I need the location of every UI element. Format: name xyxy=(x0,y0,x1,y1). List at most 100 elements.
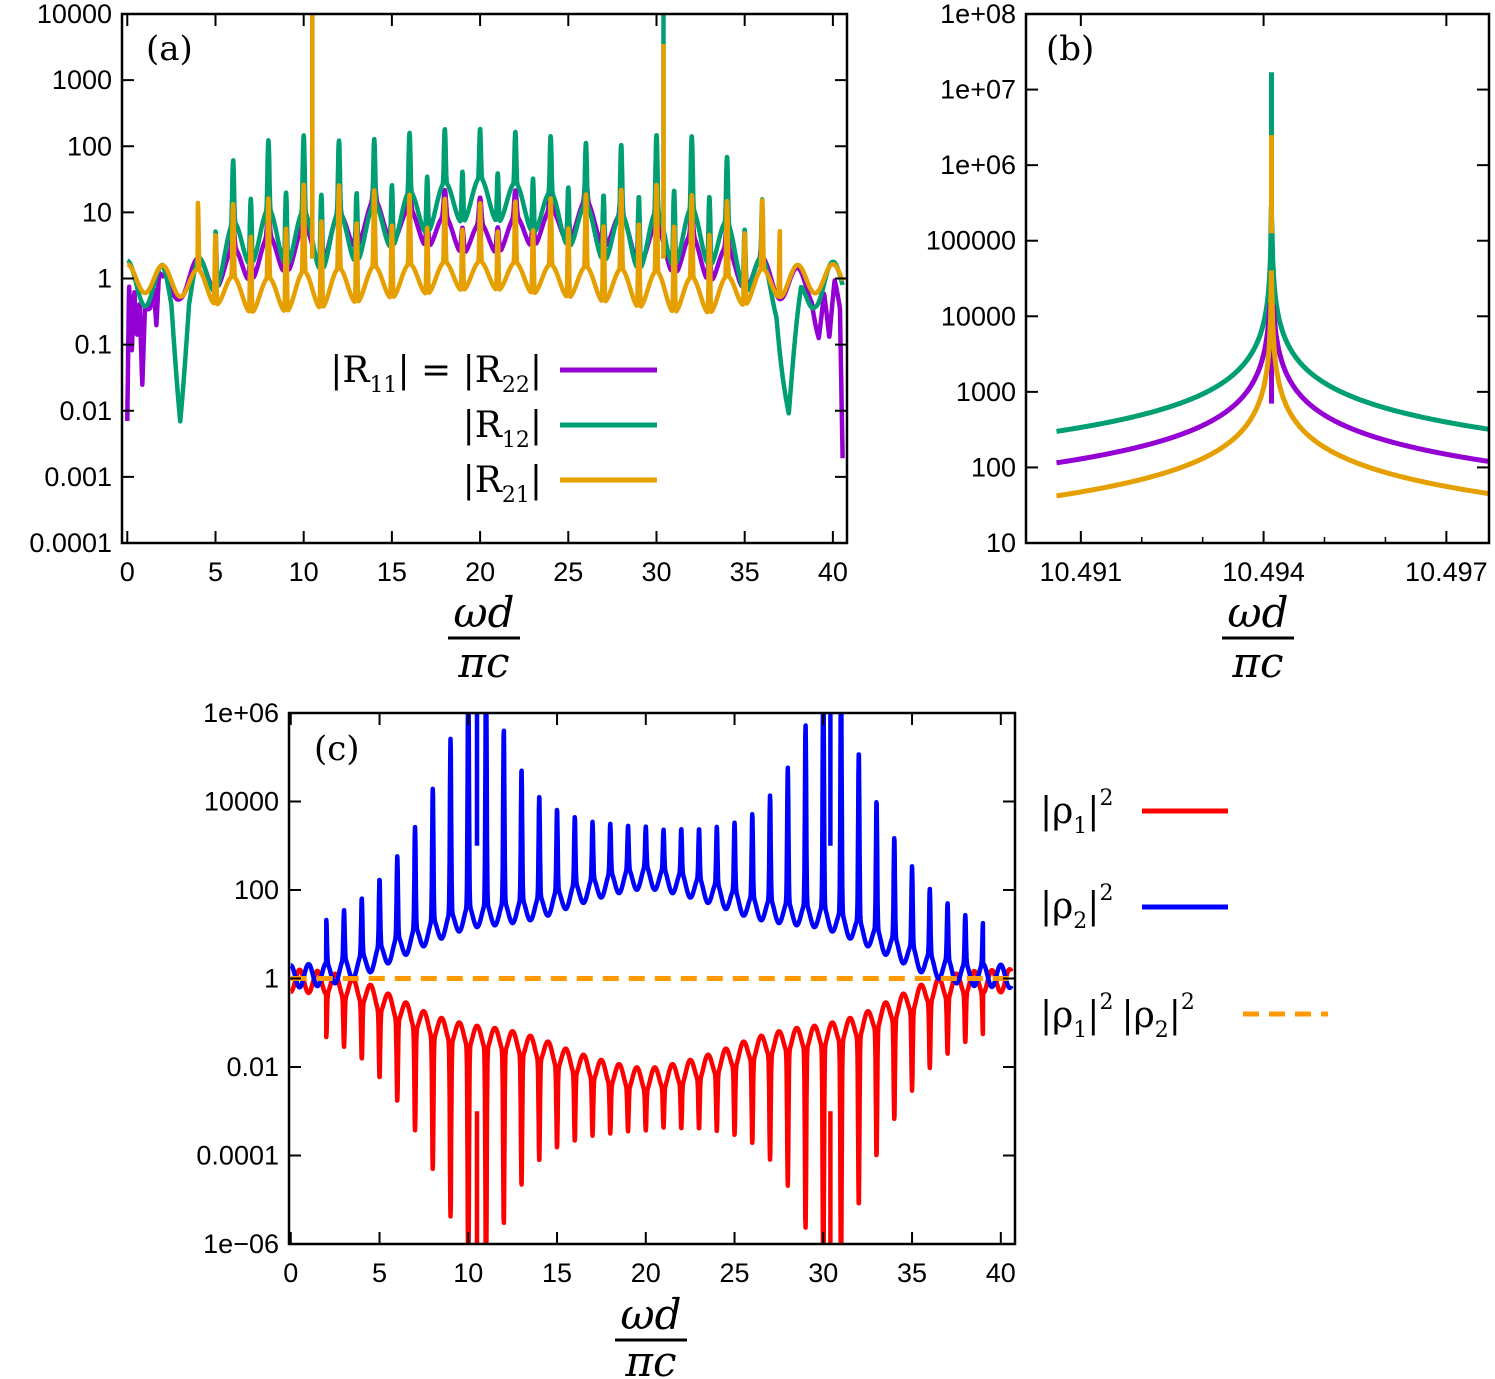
y-tick-label: 100 xyxy=(234,875,279,905)
series-line-r21 xyxy=(125,14,845,315)
svg-text:|R12|: |R12| xyxy=(463,405,542,453)
y-tick-label: 0.01 xyxy=(226,1052,279,1082)
panel-label-a: (a) xyxy=(146,29,193,69)
series-line-r11 xyxy=(125,170,845,459)
y-tick-label: 1e+06 xyxy=(940,150,1016,180)
legend-a: |R11| = |R22| |R12| |R21| xyxy=(330,350,657,508)
legend-prod-text-1: |ρ xyxy=(1040,995,1073,1036)
x-tick-label: 30 xyxy=(808,1258,838,1288)
y-tick-label: 1000 xyxy=(956,377,1016,407)
x-tick-label: 40 xyxy=(986,1258,1016,1288)
xlabel-c-denominator: πc xyxy=(624,1337,676,1379)
series-line-rho2 xyxy=(289,713,1014,991)
legend-rho1-text-1: |ρ xyxy=(1040,791,1073,832)
legend-entry-rho1: |ρ1|2 xyxy=(1040,786,1228,839)
legend-prod-sup-2: 2 xyxy=(1181,990,1195,1015)
legend-prod-text-2: | xyxy=(1087,995,1099,1036)
y-tick-label: 10 xyxy=(82,197,112,227)
legend-rho2-text-2: | xyxy=(1087,886,1099,927)
xlabel-b-denominator: πc xyxy=(1231,638,1283,687)
x-tick-label: 25 xyxy=(720,1258,750,1288)
svg-text:|ρ1|2: |ρ1|2 xyxy=(1040,786,1113,839)
y-tick-label: 0.1 xyxy=(74,330,112,360)
y-tick-label: 0.0001 xyxy=(196,1141,279,1171)
legend-rho1-text-2: | xyxy=(1087,791,1099,832)
y-tick-label: 1e+07 xyxy=(940,75,1016,105)
svg-text:|ρ2|2: |ρ2|2 xyxy=(1040,881,1113,934)
legend-r21-text-2: | xyxy=(530,460,542,501)
legend-r21-sub: 21 xyxy=(502,483,530,508)
x-tick-label: 10 xyxy=(289,557,319,587)
panel-label-c: (c) xyxy=(314,729,360,769)
x-tick-label: 15 xyxy=(377,557,407,587)
legend-prod-sup-1: 2 xyxy=(1099,990,1113,1015)
y-tick-label: 100 xyxy=(67,131,112,161)
x-tick-label: 5 xyxy=(372,1258,387,1288)
y-tick-label: 10000 xyxy=(37,0,112,29)
legend-r11-sub-2: 22 xyxy=(502,373,530,398)
x-tick-label: 10.497 xyxy=(1405,557,1488,587)
xlabel-c: ωd πc xyxy=(615,1290,687,1379)
legend-rho2-text-1: |ρ xyxy=(1040,886,1073,927)
x-tick-label: 40 xyxy=(818,557,848,587)
xlabel-a-numerator: ωd xyxy=(453,588,514,637)
y-tick-label: 1 xyxy=(264,964,279,994)
x-tick-label: 10 xyxy=(453,1258,483,1288)
y-tick-label: 1e+08 xyxy=(940,0,1016,29)
legend-r11-text-3: | xyxy=(530,350,542,391)
xlabel-b-numerator: ωd xyxy=(1227,588,1288,637)
legend-r11-sub-1: 11 xyxy=(369,373,397,398)
svg-text:|R11| = |R22|: |R11| = |R22| xyxy=(330,350,542,398)
x-tick-label: 0 xyxy=(283,1258,298,1288)
y-tick-label: 10000 xyxy=(941,301,1016,331)
x-tick-label: 15 xyxy=(542,1258,572,1288)
legend-entry-r12: |R12| xyxy=(463,405,657,453)
y-tick-label: 1e−06 xyxy=(203,1229,279,1259)
x-tick-label: 10.494 xyxy=(1222,557,1305,587)
xlabel-a-denominator: πc xyxy=(457,638,509,687)
legend-entry-r11: |R11| = |R22| xyxy=(330,350,657,398)
y-tick-label: 0.01 xyxy=(59,396,112,426)
legend-c: |ρ1|2 |ρ2|2 |ρ1|2 |ρ2|2 xyxy=(1040,786,1328,1043)
panel-b: 10.491 10.494 10.497 10 100 1000 10000 100000 1e… xyxy=(926,0,1491,687)
legend-rho2-sup: 2 xyxy=(1099,881,1113,906)
panel-c: 0 5 10 15 20 25 30 35 40 1e−06 0.0001 0.01 1 100 10000… xyxy=(196,698,1328,1379)
y-tick-label: 1e+06 xyxy=(203,698,279,728)
x-tick-label: 20 xyxy=(631,1258,661,1288)
x-tick-label: 35 xyxy=(897,1258,927,1288)
x-tick-label: 20 xyxy=(465,557,495,587)
y-tick-label: 0.0001 xyxy=(29,528,112,558)
xlabel-b: ωd πc xyxy=(1222,588,1294,687)
legend-r11-text-2: | = |R xyxy=(397,350,502,391)
x-tick-label: 5 xyxy=(208,557,223,587)
legend-r21-text-1: |R xyxy=(463,460,503,501)
legend-entry-rho2: |ρ2|2 xyxy=(1040,881,1228,934)
legend-r12-text-1: |R xyxy=(463,405,503,446)
y-tick-label: 100000 xyxy=(926,226,1016,256)
legend-r12-sub: 12 xyxy=(502,428,530,453)
y-tick-label: 10000 xyxy=(204,787,279,817)
y-tick-label: 1000 xyxy=(52,65,112,95)
x-tick-label: 35 xyxy=(730,557,760,587)
svg-text:|ρ1|2|ρ2|2: |ρ1|2 |ρ2|2 xyxy=(1040,990,1195,1043)
plot-frame-b xyxy=(1024,12,1491,545)
svg-text:|R21|: |R21| xyxy=(463,460,542,508)
legend-entry-rho-product: |ρ1|2 |ρ2|2 xyxy=(1040,990,1328,1043)
legend-prod-text-4: | xyxy=(1169,995,1181,1036)
legend-entry-r21: |R21| xyxy=(463,460,657,508)
xlabel-a: ωd πc xyxy=(448,588,520,687)
legend-rho1-sub: 1 xyxy=(1073,814,1087,839)
x-tick-label: 10.491 xyxy=(1040,557,1123,587)
xlabel-c-numerator: ωd xyxy=(620,1290,681,1339)
panel-label-b: (b) xyxy=(1046,29,1094,69)
panel-a: 0 5 10 15 20 25 30 35 40 0.0001 0.001 0.01 0.1 1 10 100… xyxy=(29,0,849,687)
legend-rho1-sup: 2 xyxy=(1099,786,1113,811)
legend-r11-text-1: |R xyxy=(330,350,370,391)
series-line-rho1 xyxy=(289,967,1014,1244)
x-tick-label: 0 xyxy=(120,557,135,587)
y-tick-label: 1 xyxy=(97,264,112,294)
legend-rho2-sub: 2 xyxy=(1073,909,1087,934)
y-tick-label: 100 xyxy=(971,452,1016,482)
legend-prod-sub-2: 2 xyxy=(1155,1018,1169,1043)
